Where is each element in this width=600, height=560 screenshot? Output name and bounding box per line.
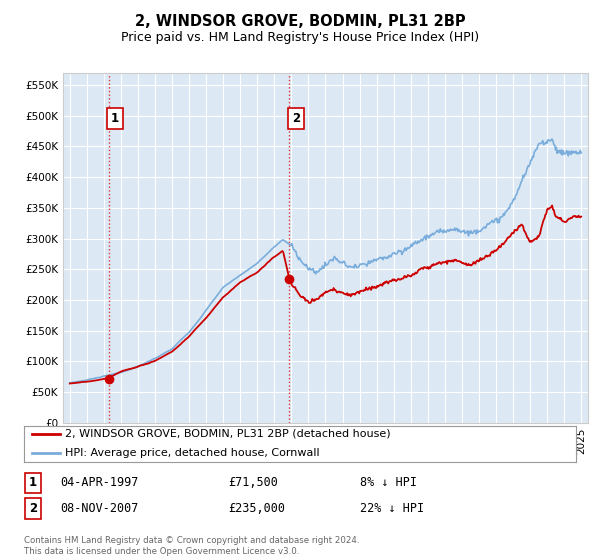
Text: 2, WINDSOR GROVE, BODMIN, PL31 2BP: 2, WINDSOR GROVE, BODMIN, PL31 2BP xyxy=(134,14,466,29)
Text: 2: 2 xyxy=(29,502,37,515)
Text: HPI: Average price, detached house, Cornwall: HPI: Average price, detached house, Corn… xyxy=(65,448,320,458)
Text: 08-NOV-2007: 08-NOV-2007 xyxy=(60,502,139,515)
Text: 22% ↓ HPI: 22% ↓ HPI xyxy=(360,502,424,515)
Text: 2, WINDSOR GROVE, BODMIN, PL31 2BP (detached house): 2, WINDSOR GROVE, BODMIN, PL31 2BP (deta… xyxy=(65,428,391,438)
Text: £235,000: £235,000 xyxy=(228,502,285,515)
Text: 1: 1 xyxy=(29,476,37,489)
Text: Price paid vs. HM Land Registry's House Price Index (HPI): Price paid vs. HM Land Registry's House … xyxy=(121,31,479,44)
Text: 1: 1 xyxy=(111,113,119,125)
Text: 8% ↓ HPI: 8% ↓ HPI xyxy=(360,476,417,489)
Text: £71,500: £71,500 xyxy=(228,476,278,489)
Text: Contains HM Land Registry data © Crown copyright and database right 2024.
This d: Contains HM Land Registry data © Crown c… xyxy=(24,536,359,556)
Text: 2: 2 xyxy=(292,113,300,125)
Text: 04-APR-1997: 04-APR-1997 xyxy=(60,476,139,489)
